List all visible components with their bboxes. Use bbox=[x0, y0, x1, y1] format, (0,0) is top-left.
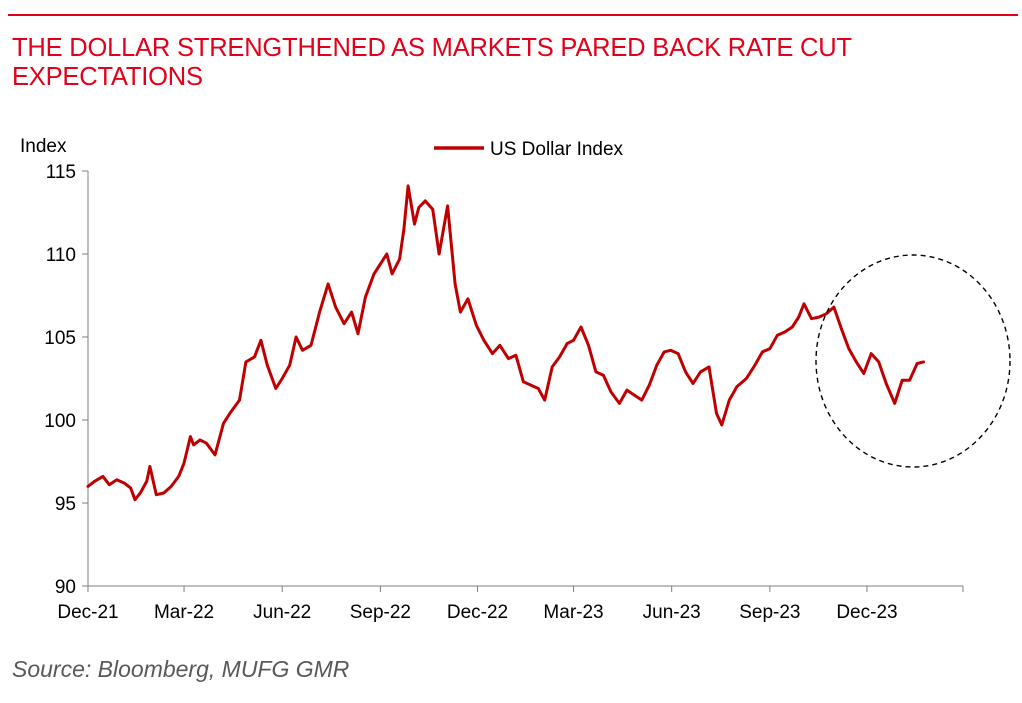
y-axis: 90 95 100 105 110 115 bbox=[44, 162, 89, 598]
y-tick-label: 95 bbox=[55, 494, 76, 515]
x-tick-label: Dec-23 bbox=[836, 602, 897, 623]
series-layer bbox=[86, 184, 925, 502]
x-tick-label: Mar-22 bbox=[154, 602, 214, 623]
x-tick-label: Sep-23 bbox=[739, 602, 800, 623]
source-note: Source: Bloomberg, MUFG GMR bbox=[12, 656, 350, 682]
x-tick-label: Jun-23 bbox=[643, 602, 701, 623]
y-tick-label: 115 bbox=[46, 162, 76, 183]
y-tick-label: 110 bbox=[46, 245, 76, 266]
x-tick-label: Dec-21 bbox=[57, 602, 118, 623]
x-tick-label: Sep-22 bbox=[350, 602, 411, 623]
series-line-us-dollar-index bbox=[86, 184, 925, 502]
top-red-rule bbox=[8, 14, 1018, 16]
y-axis-label: Index bbox=[20, 136, 67, 157]
annotation-layer bbox=[815, 254, 1011, 468]
highlight-circle bbox=[815, 254, 1011, 468]
legend: US Dollar Index bbox=[434, 139, 624, 160]
chart-title: THE DOLLAR STRENGTHENED AS MARKETS PARED… bbox=[12, 34, 852, 91]
y-tick-label: 105 bbox=[44, 328, 76, 349]
x-tick-label: Jun-22 bbox=[253, 602, 311, 623]
y-tick-label: 100 bbox=[44, 411, 76, 432]
y-tick-label: 90 bbox=[55, 577, 76, 598]
x-tick-label: Dec-22 bbox=[447, 602, 508, 623]
x-tick-label: Mar-23 bbox=[543, 602, 603, 623]
x-axis: Dec-21 Mar-22 Jun-22 Sep-22 Dec-22 Mar-23 Jun-… bbox=[57, 585, 964, 623]
legend-label: US Dollar Index bbox=[490, 139, 624, 160]
line-chart: 90 95 100 105 110 115 Dec-21 Mar-22 Jun-22 Sep-2… bbox=[20, 136, 1011, 623]
